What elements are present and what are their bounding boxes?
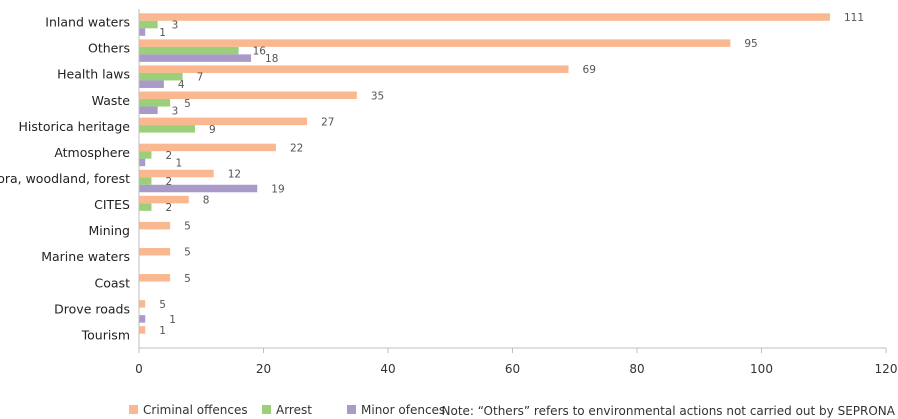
category-label-cites: CITES: [94, 197, 130, 212]
x-tick-label-100: 100: [750, 362, 773, 376]
category-label-inland-waters: Inland waters: [45, 15, 130, 30]
data-label-criminal-offences-atmosphere: 22: [290, 142, 303, 154]
bar-criminal-offences-others: [139, 39, 730, 47]
bar-criminal-offences-flora-woodland-forest: [139, 170, 214, 178]
bar-arrest-historica-heritage: [139, 125, 195, 133]
bar-criminal-offences-historica-heritage: [139, 118, 307, 126]
data-label-criminal-offences-mining: 5: [184, 221, 191, 233]
bar-criminal-offences-marine-waters: [139, 248, 170, 256]
bar-minor-ofences-inland-waters: [139, 28, 145, 36]
legend-label-minor-ofences: Minor ofences: [361, 403, 445, 417]
bar-arrest-inland-waters: [139, 21, 158, 29]
data-label-criminal-offences-health-laws: 69: [583, 64, 596, 76]
legend-swatch-arrest: [262, 405, 271, 414]
bar-criminal-offences-health-laws: [139, 65, 569, 73]
category-label-drove-roads: Drove roads: [54, 301, 130, 316]
bar-arrest-atmosphere: [139, 151, 151, 159]
category-label-historica-heritage: Historica heritage: [19, 119, 131, 134]
legend-swatch-minor-ofences: [347, 405, 356, 414]
data-label-minor-ofences-inland-waters: 1: [159, 27, 166, 39]
data-label-criminal-offences-drove-roads: 5: [159, 299, 166, 311]
bar-arrest-flora-woodland-forest: [139, 177, 151, 185]
category-label-mining: Mining: [88, 223, 130, 238]
bar-minor-ofences-others: [139, 54, 251, 62]
bar-minor-ofences-atmosphere: [139, 159, 145, 167]
category-label-others: Others: [88, 41, 130, 56]
legend-swatch-criminal-offences: [129, 405, 138, 414]
category-label-marine-waters: Marine waters: [41, 249, 130, 264]
category-label-coast: Coast: [95, 275, 131, 290]
data-label-criminal-offences-flora-woodland-forest: 12: [228, 169, 241, 181]
bar-minor-ofences-flora-woodland-forest: [139, 185, 257, 193]
x-tick-label-60: 60: [505, 362, 520, 376]
data-label-minor-ofences-others: 18: [265, 53, 278, 65]
category-label-tourism: Tourism: [81, 327, 130, 342]
data-label-arrest-flora-woodland-forest: 2: [165, 176, 172, 188]
legend-label-criminal-offences: Criminal offences: [143, 403, 248, 417]
data-label-criminal-offences-waste: 35: [371, 90, 384, 102]
x-tick-label-40: 40: [380, 362, 395, 376]
data-label-criminal-offences-others: 95: [744, 38, 757, 50]
legend: Criminal offences Arrest Minor ofences: [129, 403, 445, 417]
x-tick-label-20: 20: [256, 362, 271, 376]
category-label-health-laws: Health laws: [57, 67, 130, 82]
data-label-criminal-offences-inland-waters: 111: [844, 12, 864, 24]
data-label-arrest-health-laws: 7: [197, 72, 204, 84]
category-label-waste: Waste: [92, 93, 131, 108]
bar-arrest-cites: [139, 203, 151, 211]
legend-label-arrest: Arrest: [276, 403, 312, 417]
bar-criminal-offences-inland-waters: [139, 13, 830, 20]
category-label-atmosphere: Atmosphere: [54, 145, 130, 160]
data-label-arrest-inland-waters: 3: [172, 20, 179, 32]
data-label-criminal-offences-cites: 8: [203, 195, 210, 207]
data-label-minor-ofences-flora-woodland-forest: 19: [271, 184, 284, 196]
data-label-minor-ofences-waste: 3: [172, 105, 179, 117]
bars-layer: [139, 13, 830, 333]
bar-criminal-offences-tourism: [139, 326, 145, 334]
bar-criminal-offences-cites: [139, 196, 189, 204]
bar-criminal-offences-waste: [139, 92, 357, 100]
data-label-criminal-offences-coast: 5: [184, 273, 191, 285]
bar-minor-ofences-waste: [139, 107, 158, 115]
bar-criminal-offences-mining: [139, 222, 170, 230]
data-label-criminal-offences-historica-heritage: 27: [321, 116, 334, 128]
x-axis: 0 20 40 60 80 100 120: [135, 9, 897, 376]
data-label-arrest-historica-heritage: 9: [209, 124, 216, 136]
data-label-arrest-cites: 2: [165, 202, 172, 214]
data-label-minor-ofences-drove-roads: 1: [169, 314, 176, 326]
bar-arrest-waste: [139, 99, 170, 107]
bar-criminal-offences-atmosphere: [139, 144, 276, 152]
bar-minor-ofences-drove-roads: [139, 315, 145, 323]
footnote: Note: “Others” refers to environmental a…: [442, 404, 896, 418]
data-label-arrest-atmosphere: 2: [165, 150, 172, 162]
category-label-flora-woodland-forest: Flora, woodland, forest: [0, 171, 130, 186]
bar-arrest-others: [139, 47, 239, 55]
data-label-arrest-waste: 5: [184, 98, 191, 110]
x-tick-label-80: 80: [629, 362, 644, 376]
category-labels-layer: Inland waters Others Health laws Waste Histo…: [0, 15, 130, 343]
x-tick-label-0: 0: [135, 362, 143, 376]
data-label-criminal-offences-tourism: 1: [159, 325, 166, 337]
data-label-minor-ofences-atmosphere: 1: [175, 157, 182, 169]
bar-arrest-health-laws: [139, 73, 183, 81]
bar-criminal-offences-drove-roads: [139, 300, 145, 308]
x-tick-label-120: 120: [875, 362, 898, 376]
data-label-criminal-offences-marine-waters: 5: [184, 247, 191, 259]
bar-criminal-offences-coast: [139, 274, 170, 282]
bar-minor-ofences-health-laws: [139, 80, 164, 88]
data-label-minor-ofences-health-laws: 4: [178, 79, 185, 91]
